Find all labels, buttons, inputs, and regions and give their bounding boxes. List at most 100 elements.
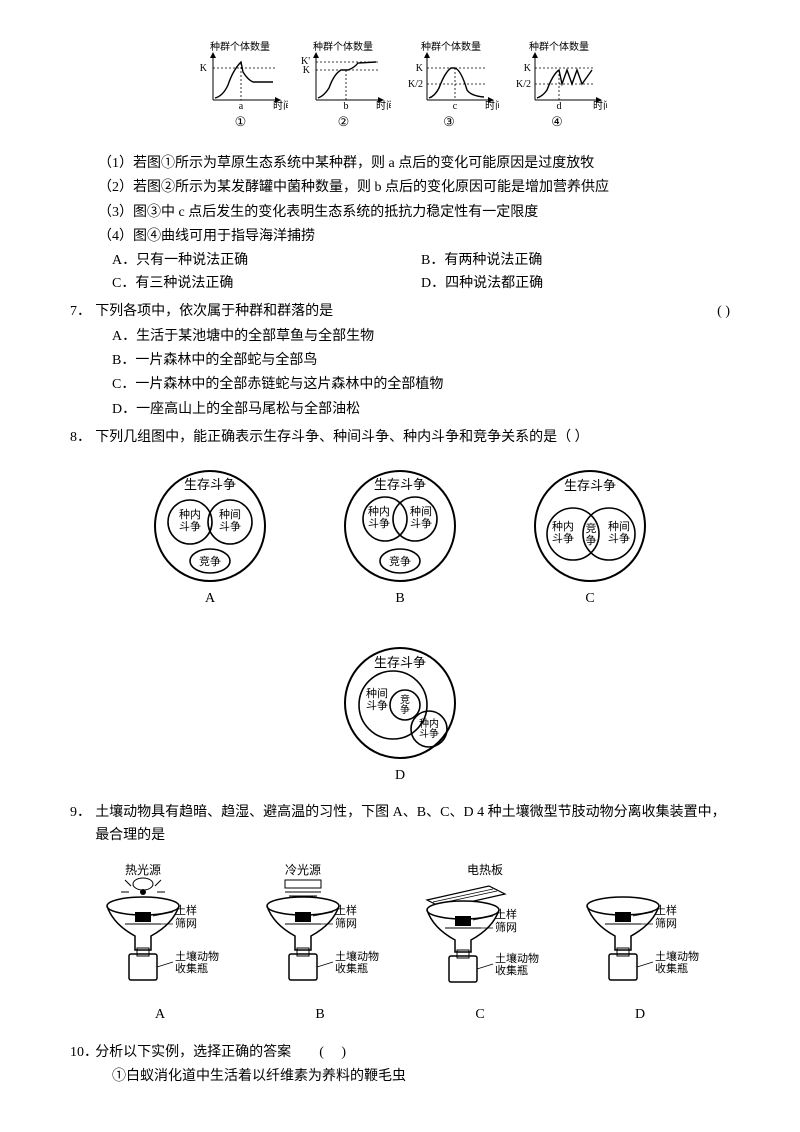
svg-text:斗争: 斗争 bbox=[368, 516, 390, 530]
svg-text:K/2: K/2 bbox=[516, 79, 531, 90]
svg-text:d: d bbox=[557, 101, 562, 110]
q7-opt-a: A．生活于某池塘中的全部草鱼与全部生物 bbox=[112, 326, 730, 348]
svg-text:土样: 土样 bbox=[335, 903, 357, 917]
svg-text:土壤动物: 土壤动物 bbox=[335, 949, 379, 963]
q6-opt-c: C．有三种说法正确 bbox=[112, 273, 421, 295]
q7-paren: ( ) bbox=[717, 301, 730, 323]
q6-options: A．只有一种说法正确 C．有三种说法正确 B．有两种说法正确 D．四种说法都正确 bbox=[70, 250, 730, 295]
svg-text:竞争: 竞争 bbox=[199, 554, 221, 568]
svg-text:电热板: 电热板 bbox=[467, 863, 503, 877]
svg-text:种间: 种间 bbox=[219, 507, 241, 521]
svg-text:K: K bbox=[200, 63, 208, 74]
chart-3: 种群个体数量 K K/2 c 时间 ③ bbox=[399, 40, 499, 133]
svg-text:争: 争 bbox=[586, 533, 597, 547]
svg-text:时间: 时间 bbox=[485, 99, 499, 110]
svg-text:斗争: 斗争 bbox=[179, 519, 201, 533]
chart-2: 种群个体数量 K' K b 时间 ② bbox=[296, 40, 391, 133]
chart-row: 种群个体数量 K a 时间 ① 种群个体数量 K' K b bbox=[70, 40, 730, 133]
svg-text:生存斗争: 生存斗争 bbox=[564, 478, 616, 493]
svg-text:土壤动物: 土壤动物 bbox=[655, 949, 699, 963]
q10-text: 分析以下实例，选择正确的答案 bbox=[95, 1045, 291, 1060]
chart-ylabel: 种群个体数量 bbox=[210, 40, 270, 53]
svg-text:土壤动物: 土壤动物 bbox=[495, 951, 539, 965]
funnel-a: 热光源 土样 筛网 土壤动物 收集瓶 A bbox=[95, 862, 225, 1027]
svg-text:竞争: 竞争 bbox=[389, 554, 411, 568]
svg-text:种群个体数量: 种群个体数量 bbox=[421, 40, 481, 53]
svg-text:斗争: 斗争 bbox=[410, 516, 432, 530]
q7-opt-b: B．一片森林中的全部蛇与全部鸟 bbox=[112, 350, 730, 372]
svg-text:筛网: 筛网 bbox=[655, 916, 677, 930]
venn-diagrams: 生存斗争 种内 斗争 种间 斗争 竞争 A 生存斗争 种内 斗争 种间 斗争 竞… bbox=[70, 464, 730, 787]
q8-text: 下列几组图中，能正确表示生存斗争、种间斗争、种内斗争和竞争关系的是（ ） bbox=[95, 427, 730, 449]
q9-text: 土壤动物具有趋暗、趋湿、避高温的习性，下图 A、B、C、D 4 种土壤微型节肢动… bbox=[95, 802, 730, 847]
svg-text:争: 争 bbox=[400, 703, 410, 716]
q9: 9． 土壤动物具有趋暗、趋湿、避高温的习性，下图 A、B、C、D 4 种土壤微型… bbox=[70, 802, 730, 847]
funnel-b: 冷光源 土样 筛网 土壤动物 收集瓶 B bbox=[255, 862, 385, 1027]
svg-text:K: K bbox=[303, 65, 311, 76]
funnel-c: 电热板 土样 筛网 土壤动物 收集瓶 C bbox=[415, 862, 545, 1027]
svg-text:收集瓶: 收集瓶 bbox=[655, 961, 688, 975]
svg-text:热光源: 热光源 bbox=[125, 863, 161, 877]
svg-text:K/2: K/2 bbox=[408, 79, 423, 90]
svg-text:c: c bbox=[453, 101, 458, 110]
chart-4: 种群个体数量 K K/2 d 时间 ④ bbox=[507, 40, 607, 133]
svg-text:斗争: 斗争 bbox=[552, 531, 574, 545]
svg-text:种间: 种间 bbox=[410, 504, 432, 518]
venn-b: 生存斗争 种内 斗争 种间 斗争 竞争 B bbox=[335, 464, 465, 610]
svg-text:收集瓶: 收集瓶 bbox=[335, 961, 368, 975]
venn-d: 生存斗争 种间 斗争 竞 争 种内 斗争 D bbox=[335, 641, 465, 787]
svg-text:竞: 竞 bbox=[586, 521, 597, 535]
venn-a: 生存斗争 种内 斗争 种间 斗争 竞争 A bbox=[145, 464, 275, 610]
q7-text: 下列各项中，依次属于种群和群落的是 bbox=[95, 304, 333, 319]
chart-number: ① bbox=[235, 112, 247, 133]
svg-text:种群个体数量: 种群个体数量 bbox=[313, 40, 373, 53]
svg-text:种群个体数量: 种群个体数量 bbox=[529, 40, 589, 53]
svg-text:斗争: 斗争 bbox=[366, 698, 388, 712]
statements-block: （1）若图①所示为草原生态系统中某种群，则 a 点后的变化可能原因是过度放牧 （… bbox=[70, 153, 730, 249]
svg-text:收集瓶: 收集瓶 bbox=[175, 961, 208, 975]
svg-text:斗争: 斗争 bbox=[219, 519, 241, 533]
svg-text:土样: 土样 bbox=[655, 903, 677, 917]
statement-2: （2）若图②所示为某发酵罐中菌种数量，则 b 点后的变化原因可能是增加营养供应 bbox=[98, 177, 730, 199]
q8: 8． 下列几组图中，能正确表示生存斗争、种间斗争、种内斗争和竞争关系的是（ ） bbox=[70, 427, 730, 449]
funnel-diagrams: 热光源 土样 筛网 土壤动物 收集瓶 A 冷光源 bbox=[70, 862, 730, 1027]
svg-text:筛网: 筛网 bbox=[175, 916, 197, 930]
q6-opt-a: A．只有一种说法正确 bbox=[112, 250, 421, 272]
svg-text:斗争: 斗争 bbox=[608, 531, 630, 545]
svg-text:种内: 种内 bbox=[552, 519, 574, 533]
q7-opt-c: C．一片森林中的全部赤链蛇与这片森林中的全部植物 bbox=[112, 374, 730, 396]
q10-sub1: ①白蚁消化道中生活着以纤维素为养料的鞭毛虫 bbox=[112, 1066, 730, 1088]
svg-text:种内: 种内 bbox=[368, 504, 390, 518]
statement-4: （4）图④曲线可用于指导海洋捕捞 bbox=[98, 226, 730, 248]
venn-c: 生存斗争 种内 斗争 种间 斗争 竞 争 C bbox=[525, 464, 655, 610]
q7: 7． 下列各项中，依次属于种群和群落的是( ) bbox=[70, 301, 730, 323]
svg-text:筛网: 筛网 bbox=[495, 920, 517, 934]
chart-xlabel: 时间 bbox=[273, 99, 288, 110]
q10: 10． 分析以下实例，选择正确的答案( ) bbox=[70, 1042, 730, 1064]
svg-text:生存斗争: 生存斗争 bbox=[374, 655, 426, 670]
svg-text:K: K bbox=[416, 63, 424, 74]
svg-text:b: b bbox=[344, 101, 349, 110]
svg-text:土样: 土样 bbox=[175, 903, 197, 917]
svg-text:筛网: 筛网 bbox=[335, 916, 357, 930]
svg-text:生存斗争: 生存斗争 bbox=[184, 477, 236, 492]
svg-text:收集瓶: 收集瓶 bbox=[495, 963, 528, 977]
svg-text:生存斗争: 生存斗争 bbox=[374, 477, 426, 492]
svg-text:种内: 种内 bbox=[179, 507, 201, 521]
statement-1: （1）若图①所示为草原生态系统中某种群，则 a 点后的变化可能原因是过度放牧 bbox=[98, 153, 730, 175]
q10-subs: ①白蚁消化道中生活着以纤维素为养料的鞭毛虫 bbox=[70, 1066, 730, 1088]
svg-text:K: K bbox=[524, 63, 532, 74]
svg-text:时间: 时间 bbox=[593, 99, 607, 110]
svg-text:土壤动物: 土壤动物 bbox=[175, 949, 219, 963]
statement-3: （3）图③中 c 点后发生的变化表明生态系统的抵抗力稳定性有一定限度 bbox=[98, 202, 730, 224]
svg-text:土样: 土样 bbox=[495, 907, 517, 921]
chart-1: 种群个体数量 K a 时间 ① bbox=[193, 40, 288, 133]
q6-opt-b: B．有两种说法正确 bbox=[421, 250, 730, 272]
svg-text:种间: 种间 bbox=[366, 686, 388, 700]
q7-opt-d: D．一座高山上的全部马尾松与全部油松 bbox=[112, 399, 730, 421]
svg-text:斗争: 斗争 bbox=[419, 727, 439, 740]
svg-text:时间: 时间 bbox=[376, 99, 391, 110]
svg-text:种间: 种间 bbox=[608, 519, 630, 533]
svg-text:冷光源: 冷光源 bbox=[285, 863, 321, 877]
q10-paren: ( ) bbox=[319, 1045, 353, 1060]
